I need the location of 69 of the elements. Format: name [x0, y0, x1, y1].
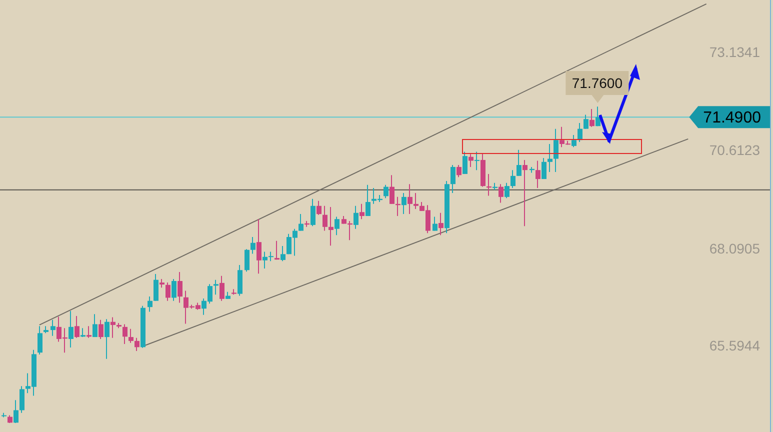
- candlestick: [14, 400, 18, 424]
- candlestick: [596, 106, 600, 127]
- candlestick: [504, 182, 510, 199]
- candlestick: [244, 248, 250, 272]
- candlestick: [148, 296, 152, 312]
- candlestick: [450, 164, 456, 194]
- candlestick: [590, 108, 594, 128]
- candlestick: [548, 144, 552, 173]
- candlestick: [268, 251, 274, 262]
- candlestick: [250, 236, 256, 254]
- candlestick: [262, 251, 268, 270]
- candlestick: [20, 386, 24, 414]
- y-tick-label: 65.5944: [709, 337, 760, 354]
- candlestick: [280, 245, 286, 262]
- candlestick: [74, 316, 80, 338]
- candlestick: [122, 324, 128, 345]
- candlestick: [554, 128, 558, 173]
- candlestick: [462, 151, 468, 174]
- candlestick: [238, 264, 242, 296]
- candlestick: [50, 319, 56, 336]
- candlestick: [316, 200, 322, 216]
- candlestick: [220, 275, 224, 302]
- y-tick-label: 70.6123: [709, 142, 760, 158]
- candlestick: [166, 282, 170, 302]
- candlestick: [134, 337, 140, 352]
- candlestick: [98, 319, 104, 340]
- candlestick: [510, 170, 516, 188]
- candlestick: [498, 184, 504, 204]
- candlestick: [310, 198, 316, 227]
- candlestick: [522, 159, 528, 227]
- candlestick: [572, 134, 576, 148]
- candlestick: [390, 174, 394, 204]
- candlestick: [438, 212, 444, 236]
- candlestick: [360, 203, 364, 220]
- candlestick: [468, 154, 474, 168]
- candlestick: [474, 151, 480, 171]
- candlestick: [366, 184, 370, 216]
- candlestick: [402, 192, 406, 215]
- candlestick: [328, 206, 334, 246]
- candlestick: [154, 273, 158, 302]
- candlestick: [432, 216, 438, 232]
- candlestick: [408, 184, 412, 215]
- candlestick: [536, 160, 540, 188]
- candlestick: [414, 192, 418, 210]
- candlestick: [584, 114, 588, 130]
- ref-line-label: 71.4900: [703, 110, 762, 127]
- candlestick: [178, 272, 182, 304]
- candlestick: [128, 328, 134, 344]
- candlestick: [38, 326, 42, 356]
- candlestick: [384, 184, 388, 199]
- candlestick: [322, 205, 328, 232]
- candlestick: [334, 216, 340, 236]
- candlestick: [110, 316, 116, 338]
- candlestick: [298, 214, 304, 232]
- y-tick-label: 68.0905: [709, 240, 760, 256]
- candlestick: [92, 314, 98, 338]
- candlestick: [256, 218, 262, 274]
- candlestick: [86, 326, 92, 338]
- annotation: 71.7600: [566, 70, 629, 95]
- candlestick: [516, 149, 522, 176]
- candlestick: [456, 164, 462, 178]
- candlestick: [104, 318, 110, 360]
- candlestick: [214, 279, 218, 296]
- candlestick: [274, 240, 280, 260]
- candlestick: [354, 205, 358, 230]
- candlestick: [542, 158, 546, 180]
- candlestick: [68, 310, 74, 348]
- candlestick: [172, 278, 176, 302]
- y-tick-label: 73.1341: [709, 44, 760, 60]
